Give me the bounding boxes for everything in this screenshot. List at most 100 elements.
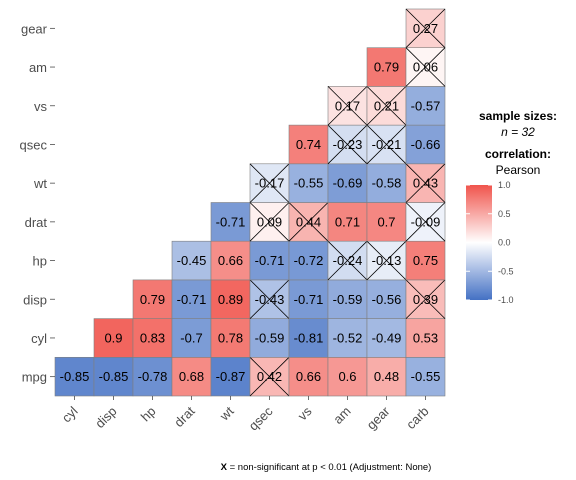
cell-tile xyxy=(171,279,212,319)
heatmap-cell: 0.21 xyxy=(366,86,407,126)
cell-tile xyxy=(288,318,329,358)
heatmap-cell: -0.23 xyxy=(327,124,368,165)
non-significant-cross-icon xyxy=(327,86,368,126)
legend: sample sizes: n = 32 correlation: Pearso… xyxy=(466,109,557,305)
cell-value-label: 0.06 xyxy=(413,60,438,75)
y-tick-label: gear xyxy=(21,21,48,36)
legend-ticks: 1.0 0.5 0.0 -0.5 -1.0 xyxy=(466,180,514,305)
x-tick-label: vs xyxy=(295,403,315,423)
caption-symbol: X xyxy=(221,462,228,473)
non-significant-cross-icon xyxy=(249,279,290,319)
cell-value-label: 0.43 xyxy=(413,176,438,191)
cell-value-label: -0.57 xyxy=(411,98,441,113)
cell-value-label: -0.45 xyxy=(177,253,207,268)
cell-value-label: -0.13 xyxy=(372,253,402,268)
y-tick-label: wt xyxy=(33,176,47,191)
heatmap-cell: -0.85 xyxy=(93,356,134,397)
cell-value-label: -0.55 xyxy=(411,369,441,384)
heatmap-cell: -0.59 xyxy=(249,318,290,358)
cell-tile xyxy=(366,279,407,319)
heatmap-cell: 0.79 xyxy=(132,279,173,319)
heatmap-cell: -0.7 xyxy=(171,318,212,358)
cell-value-label: -0.23 xyxy=(333,137,363,152)
legend-method: Pearson xyxy=(496,163,541,177)
heatmap-cell: 0.79 xyxy=(366,47,407,87)
y-tick-label: disp xyxy=(23,292,47,307)
cell-tile xyxy=(210,240,251,281)
cell-value-label: -0.78 xyxy=(138,369,168,384)
cell-tile xyxy=(132,318,173,358)
non-significant-cross-icon xyxy=(366,124,407,165)
heatmap-cell: -0.71 xyxy=(171,279,212,319)
y-tick-label: cyl xyxy=(31,331,47,346)
legend-tick-label: -0.5 xyxy=(498,266,514,276)
cell-value-label: -0.72 xyxy=(294,253,324,268)
cell-value-label: -0.81 xyxy=(294,330,324,345)
legend-correlation-title: correlation: xyxy=(485,147,551,161)
heatmap-cell: 0.09 xyxy=(249,202,290,242)
cell-value-label: -0.52 xyxy=(333,330,363,345)
heatmap-cell: -0.85 xyxy=(54,356,95,397)
heatmap-cell: -0.59 xyxy=(327,279,368,319)
heatmap-cell: -0.17 xyxy=(249,163,290,203)
cell-value-label: -0.49 xyxy=(372,330,402,345)
y-tick-label: am xyxy=(29,60,47,75)
cell-tile xyxy=(405,124,446,165)
heatmap-cell: -0.21 xyxy=(366,124,407,165)
cell-value-label: 0.75 xyxy=(413,253,438,268)
cell-value-label: -0.09 xyxy=(411,214,441,229)
legend-tick-label: 1.0 xyxy=(498,180,511,190)
cell-value-label: 0.44 xyxy=(296,214,321,229)
cell-value-label: 0.66 xyxy=(296,369,321,384)
non-significant-cross-icon xyxy=(405,47,446,87)
cell-value-label: -0.55 xyxy=(294,176,324,191)
heatmap-cell: -0.71 xyxy=(249,240,290,281)
x-tick-label: wt xyxy=(216,403,237,424)
cell-value-label: -0.69 xyxy=(333,176,363,191)
cell-tile xyxy=(366,163,407,203)
y-axis-labels: mpg cyl disp hp drat wt qsec vs am gear xyxy=(20,21,55,385)
cell-value-label: -0.7 xyxy=(180,330,202,345)
heatmap-cell: -0.66 xyxy=(405,124,446,165)
x-axis-labels: cyl disp hp drat wt qsec vs am gear carb xyxy=(59,396,432,434)
heatmap-cell: 0.44 xyxy=(288,202,329,242)
heatmap-cell: -0.56 xyxy=(366,279,407,319)
non-significant-cross-icon xyxy=(249,357,290,397)
caption-text: = non-significant at p < 0.01 (Adjustmen… xyxy=(227,462,431,473)
legend-n-label: n = 32 xyxy=(501,125,535,139)
cell-value-label: 0.74 xyxy=(296,137,321,152)
cell-value-label: 0.83 xyxy=(140,330,165,345)
cell-tile xyxy=(288,279,329,319)
y-tick-label: drat xyxy=(25,215,48,230)
cell-tile xyxy=(171,356,212,397)
heatmap-cell: -0.78 xyxy=(132,356,173,397)
cell-value-label: 0.68 xyxy=(179,369,204,384)
cell-tile xyxy=(288,240,329,281)
legend-sample-sizes-title: sample sizes: xyxy=(479,109,557,123)
heatmap-cell: -0.45 xyxy=(171,240,212,281)
heatmap-cell: -0.57 xyxy=(405,86,446,126)
heatmap-cell: 0.43 xyxy=(405,163,446,203)
cell-tile xyxy=(210,279,251,319)
y-tick-label: mpg xyxy=(22,370,47,385)
cell-value-label: -0.59 xyxy=(255,330,285,345)
cell-value-label: 0.7 xyxy=(377,214,395,229)
non-significant-cross-icon xyxy=(405,8,446,48)
heatmap-cell: 0.66 xyxy=(210,240,251,281)
cell-value-label: -0.17 xyxy=(255,176,285,191)
cell-tile xyxy=(288,124,329,165)
heatmap-cell: 0.53 xyxy=(405,318,446,358)
heatmap-cell: -0.69 xyxy=(327,163,368,203)
heatmap-cell: 0.78 xyxy=(210,318,251,358)
heatmap-cell: 0.42 xyxy=(249,356,290,397)
heatmap-cell: 0.66 xyxy=(288,356,329,397)
y-tick-label: vs xyxy=(34,99,48,114)
cell-value-label: 0.09 xyxy=(257,214,282,229)
cell-value-label: -0.66 xyxy=(411,137,441,152)
non-significant-cross-icon xyxy=(366,240,407,281)
x-tick-label: disp xyxy=(92,404,119,431)
heatmap-cell: -0.71 xyxy=(210,202,251,242)
non-significant-cross-icon xyxy=(249,202,290,242)
heatmap-cell: 0.48 xyxy=(366,356,407,397)
non-significant-cross-icon xyxy=(405,279,446,319)
